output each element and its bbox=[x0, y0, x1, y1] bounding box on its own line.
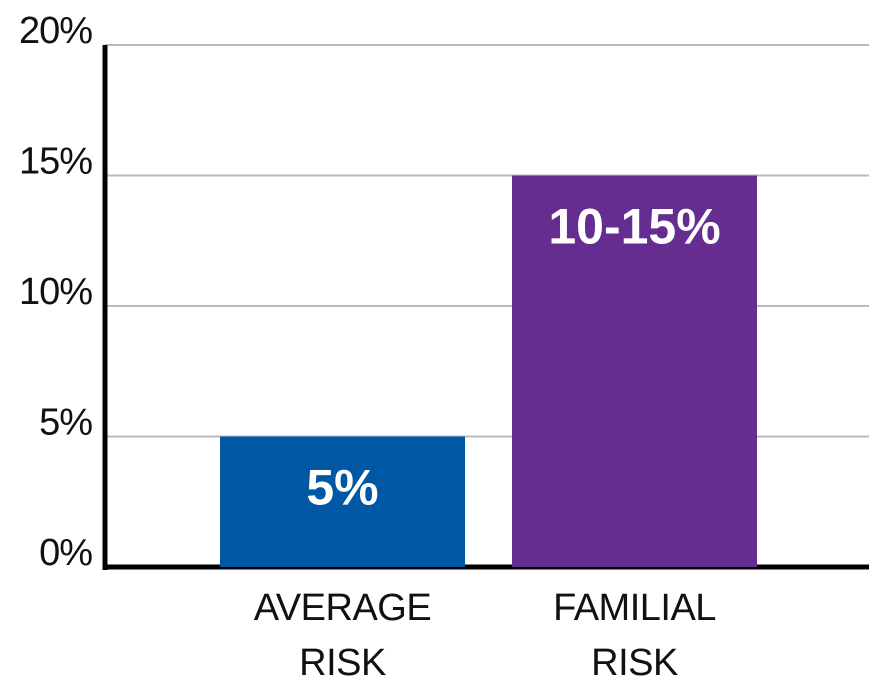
x-tick-label: AVERAGE RISK bbox=[254, 587, 431, 684]
bar bbox=[512, 175, 757, 567]
x-tick-label: FAMILIAL RISK bbox=[553, 587, 716, 684]
y-tick-label: 20% bbox=[19, 10, 92, 52]
y-tick-label: 0% bbox=[39, 532, 92, 574]
y-tick-label: 15% bbox=[19, 141, 92, 183]
value-label: 10-15% bbox=[548, 199, 720, 255]
y-tick-label: 10% bbox=[19, 271, 92, 313]
y-tick-label: 5% bbox=[39, 402, 92, 444]
value-label: 5% bbox=[306, 460, 378, 516]
bar bbox=[220, 436, 465, 567]
